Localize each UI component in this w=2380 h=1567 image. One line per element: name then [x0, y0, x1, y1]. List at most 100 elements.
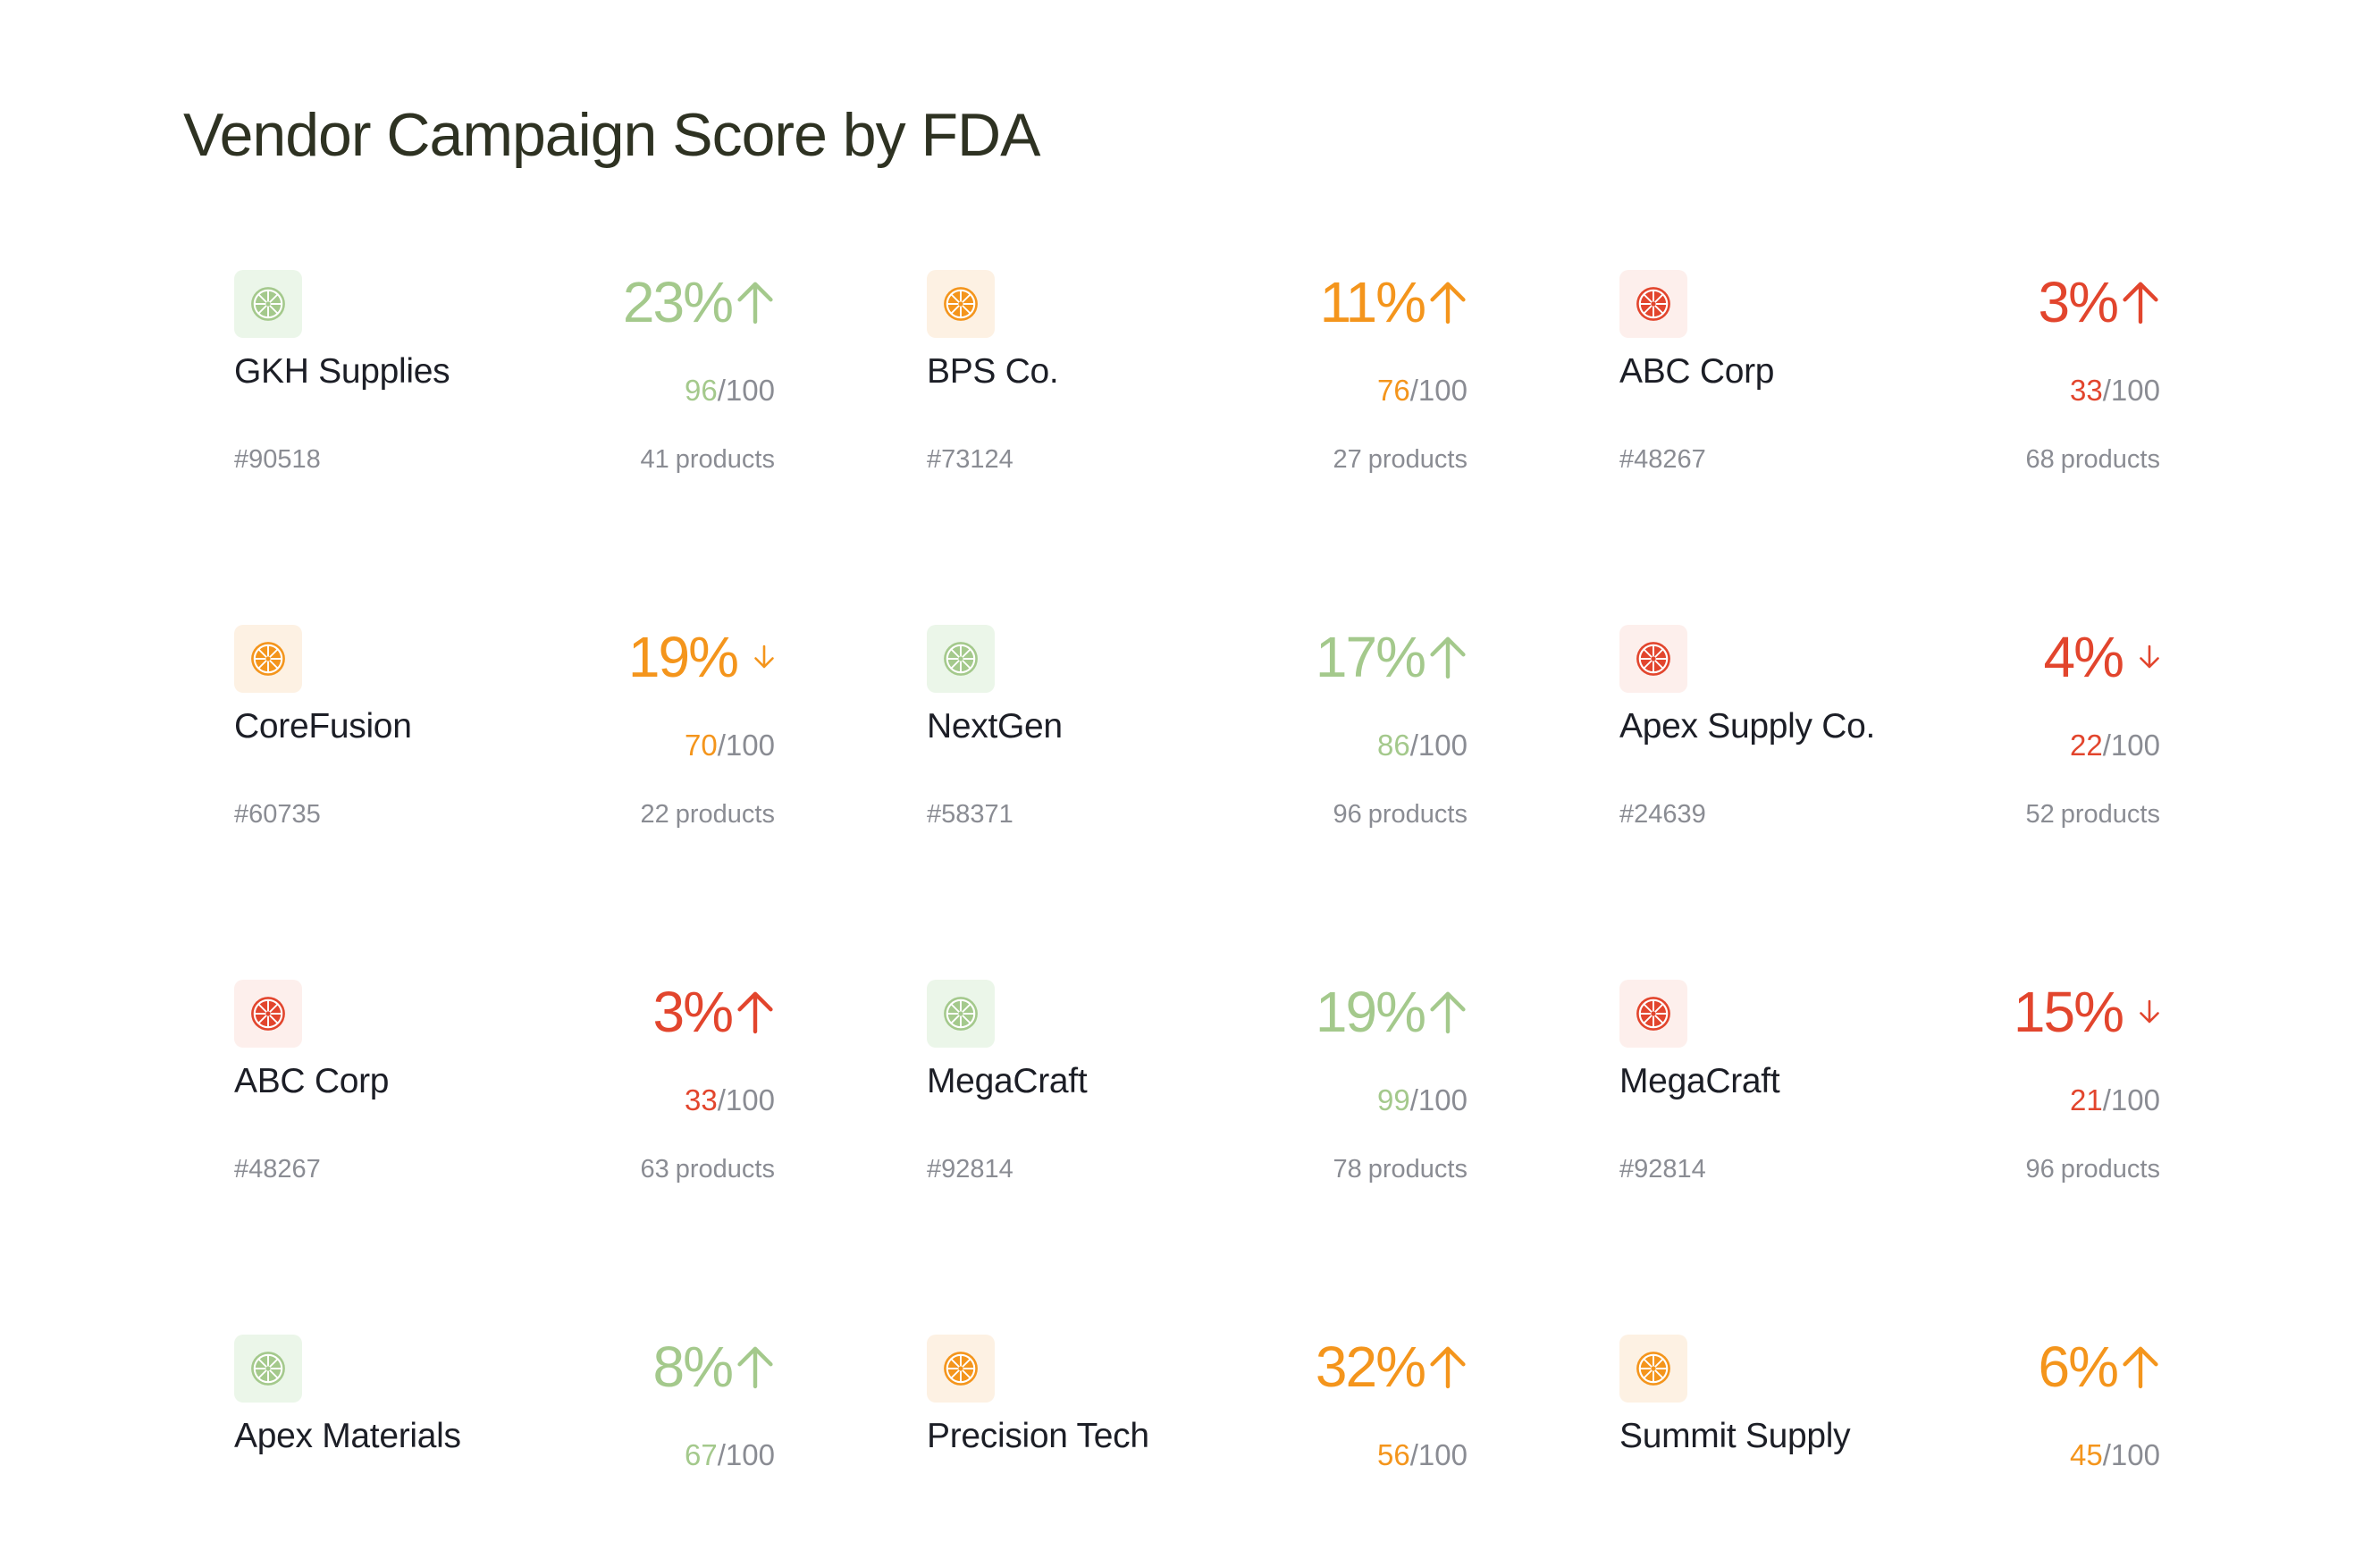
vendor-id: #48267 — [234, 1155, 321, 1184]
vendor-id: #92814 — [1619, 1155, 1706, 1184]
vendor-card[interactable]: MegaCraft #92814 15% 21/100 96 products — [1619, 980, 2160, 1212]
product-count: 96 products — [2026, 1155, 2161, 1184]
citrus-icon — [944, 287, 978, 321]
percent-change: 19% — [628, 628, 775, 686]
vendor-id: #58371 — [927, 800, 1013, 829]
percent-value: 4% — [2043, 625, 2124, 689]
trend-up-icon — [737, 282, 773, 324]
product-count-unit: products — [675, 445, 775, 474]
vendor-card[interactable]: GKH Supplies #90518 23% 96/100 41 products — [234, 270, 775, 502]
percent-change: 32% — [1316, 1338, 1468, 1395]
product-count-unit: products — [1367, 800, 1468, 829]
score-value: 21 — [2070, 1083, 2103, 1116]
score-value: 96 — [685, 374, 718, 407]
vendor-id: #60735 — [234, 800, 321, 829]
score-max: /100 — [1409, 1438, 1468, 1471]
citrus-icon — [944, 1352, 978, 1386]
vendor-id: #48267 — [1619, 445, 1706, 474]
percent-value: 32% — [1315, 1335, 1426, 1399]
vendor-card[interactable]: Apex Materials 8% 67/100 — [234, 1335, 775, 1567]
vendor-card[interactable]: MegaCraft #92814 19% 99/100 78 products — [927, 980, 1468, 1212]
vendor-icon — [234, 270, 302, 338]
vendor-card[interactable]: Summit Supply 6% 45/100 — [1619, 1335, 2160, 1567]
score-value: 22 — [2070, 729, 2103, 762]
vendor-card[interactable]: CoreFusion #60735 19% 70/100 22 products — [234, 625, 775, 857]
score-max: /100 — [2102, 374, 2160, 407]
score-max: /100 — [1409, 1083, 1468, 1116]
score-value: 99 — [1377, 1083, 1410, 1116]
percent-value: 11% — [1319, 270, 1426, 334]
vendor-card[interactable]: Apex Supply Co. #24639 4% 22/100 52 products — [1619, 625, 2160, 857]
percent-value: 6% — [2038, 1335, 2119, 1399]
product-count-unit: products — [1367, 445, 1468, 474]
percent-value: 3% — [2038, 270, 2119, 334]
product-count-unit: products — [2060, 445, 2160, 474]
percent-value: 15% — [2013, 980, 2124, 1044]
citrus-icon — [251, 287, 285, 321]
vendor-card[interactable]: NextGen #58371 17% 86/100 96 products — [927, 625, 1468, 857]
score-max: /100 — [717, 374, 775, 407]
vendor-card[interactable]: BPS Co. #73124 11% 76/100 27 products — [927, 270, 1468, 502]
product-count-unit: products — [1367, 1155, 1468, 1184]
score-value: 33 — [2070, 374, 2103, 407]
campaign-score: 22/100 — [2070, 729, 2160, 762]
product-count-value: 96 — [1333, 800, 1362, 829]
percent-change: 19% — [1316, 983, 1468, 1040]
vendor-name: ABC Corp — [234, 1062, 390, 1100]
vendor-name: MegaCraft — [927, 1062, 1088, 1100]
score-max: /100 — [2102, 729, 2160, 762]
product-count-value: 63 — [640, 1155, 669, 1184]
percent-value: 19% — [1315, 980, 1426, 1044]
product-count: 52 products — [2026, 800, 2161, 830]
percent-change: 8% — [653, 1338, 776, 1395]
percent-change: 4% — [2044, 628, 2161, 686]
score-value: 86 — [1377, 729, 1410, 762]
campaign-score: 33/100 — [2070, 374, 2160, 408]
score-max: /100 — [717, 1438, 775, 1471]
vendor-icon — [927, 1335, 995, 1403]
product-count-unit: products — [675, 800, 775, 829]
percent-change: 3% — [2039, 274, 2161, 331]
percent-change: 3% — [653, 983, 776, 1040]
vendor-card-grid: GKH Supplies #90518 23% 96/100 41 products BPS… — [234, 270, 2160, 1471]
vendor-name: Apex Materials — [234, 1417, 461, 1455]
vendor-id: #92814 — [927, 1155, 1013, 1184]
product-count: 41 products — [641, 445, 776, 475]
vendor-icon — [234, 1335, 302, 1403]
score-max: /100 — [1409, 374, 1468, 407]
campaign-score: 56/100 — [1377, 1438, 1468, 1472]
vendor-icon — [1619, 625, 1687, 693]
product-count-value: 68 — [2025, 445, 2055, 474]
percent-change: 6% — [2039, 1338, 2161, 1395]
vendor-name: ABC Corp — [1619, 352, 1775, 391]
vendor-name: Apex Supply Co. — [1619, 707, 1876, 746]
percent-change: 17% — [1316, 628, 1468, 686]
score-value: 33 — [685, 1083, 718, 1116]
page-title: Vendor Campaign Score by FDA — [183, 101, 1040, 169]
product-count-value: 52 — [2025, 800, 2055, 829]
vendor-card[interactable]: ABC Corp #48267 3% 33/100 63 products — [234, 980, 775, 1212]
vendor-id: #73124 — [927, 445, 1013, 474]
percent-change: 23% — [623, 274, 775, 331]
score-value: 56 — [1377, 1438, 1410, 1471]
campaign-score: 70/100 — [685, 729, 775, 762]
vendor-card[interactable]: Precision Tech 32% 56/100 — [927, 1335, 1468, 1567]
trend-up-icon — [2123, 282, 2158, 324]
vendor-icon — [1619, 980, 1687, 1048]
vendor-icon — [927, 270, 995, 338]
trend-up-icon — [1430, 1346, 1466, 1389]
trend-down-icon — [754, 644, 774, 669]
score-value: 67 — [685, 1438, 718, 1471]
score-value: 70 — [685, 729, 718, 762]
vendor-name: NextGen — [927, 707, 1063, 746]
vendor-name: MegaCraft — [1619, 1062, 1780, 1100]
vendor-name: Summit Supply — [1619, 1417, 1851, 1455]
vendor-icon — [1619, 270, 1687, 338]
product-count-value: 22 — [640, 800, 669, 829]
product-count: 27 products — [1333, 445, 1468, 475]
citrus-icon — [1636, 997, 1670, 1031]
citrus-icon — [1636, 1352, 1670, 1386]
vendor-name: BPS Co. — [927, 352, 1059, 391]
vendor-card[interactable]: ABC Corp #48267 3% 33/100 68 products — [1619, 270, 2160, 502]
percent-value: 8% — [652, 1335, 734, 1399]
